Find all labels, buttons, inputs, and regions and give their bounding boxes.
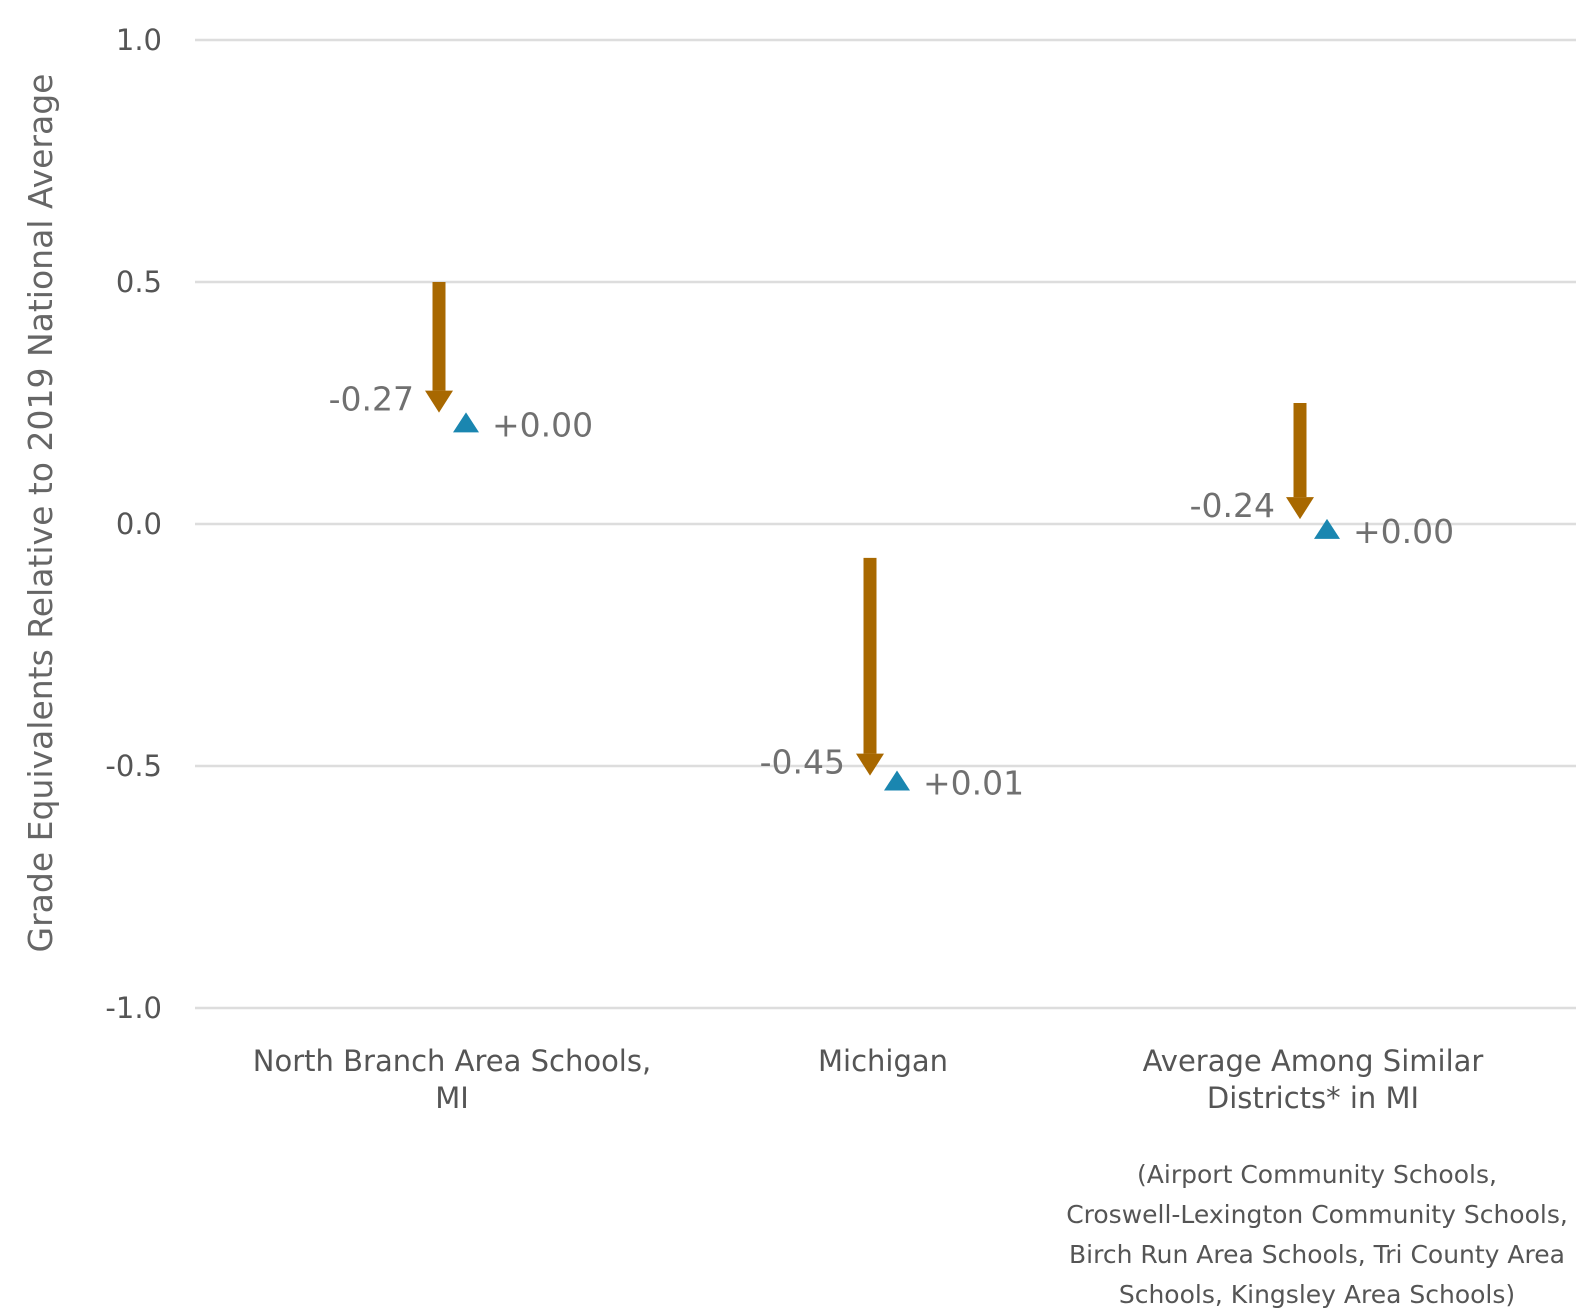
y-axis-ticks: 1.0 0.5 0.0 -0.5 -1.0 — [105, 23, 162, 1025]
category-group: -0.24 +0.00 — [1190, 403, 1454, 551]
data-marks: -0.27 +0.00 -0.45 +0.01 -0.24 +0.00 — [329, 282, 1454, 803]
decline-arrow-head — [425, 390, 453, 413]
decline-value-label: -0.45 — [760, 743, 845, 782]
y-tick-label: 0.5 — [116, 265, 162, 299]
footnote-line: Schools, Kingsley Area Schools) — [1119, 1280, 1515, 1309]
change-value-label: +0.01 — [923, 764, 1024, 803]
decline-arrow-head — [856, 753, 884, 776]
category-label: Average Among Similar — [1143, 1044, 1484, 1078]
y-tick-label: 0.0 — [116, 507, 162, 541]
decline-arrow-shaft — [863, 557, 877, 754]
decline-value-label: -0.27 — [329, 380, 414, 419]
change-marker — [1314, 518, 1340, 539]
decline-arrow-shaft — [1293, 403, 1307, 498]
grid-lines — [195, 38, 1576, 1010]
category-label: MI — [435, 1081, 469, 1115]
category-label: North Branch Area Schools, — [253, 1044, 651, 1078]
category-group: -0.45 +0.01 — [760, 557, 1024, 803]
decline-arrow-head — [1286, 497, 1314, 520]
y-tick-label: -0.5 — [105, 749, 162, 783]
footnote-line: Croswell-Lexington Community Schools, — [1066, 1200, 1568, 1229]
change-value-label: +0.00 — [492, 405, 593, 444]
change-marker — [453, 412, 479, 433]
category-labels: North Branch Area Schools,MI Michigan Aver… — [253, 1044, 1484, 1115]
y-tick-label: 1.0 — [116, 23, 162, 57]
decline-arrow-shaft — [432, 282, 446, 391]
y-axis-label: Grade Equivalents Relative to 2019 Natio… — [21, 74, 60, 953]
category-label: Michigan — [818, 1044, 948, 1078]
change-marker — [884, 770, 910, 791]
decline-value-label: -0.24 — [1190, 486, 1275, 525]
change-value-label: +0.00 — [1353, 512, 1454, 551]
y-tick-label: -1.0 — [105, 991, 162, 1025]
footnote-line: Birch Run Area Schools, Tri County Area — [1069, 1240, 1565, 1269]
similar-districts-footnote: (Airport Community Schools, Croswell-Lexi… — [1066, 1160, 1568, 1309]
category-label: Districts* in MI — [1207, 1081, 1419, 1115]
category-group: -0.27 +0.00 — [329, 282, 593, 444]
footnote-line: (Airport Community Schools, — [1137, 1160, 1497, 1189]
